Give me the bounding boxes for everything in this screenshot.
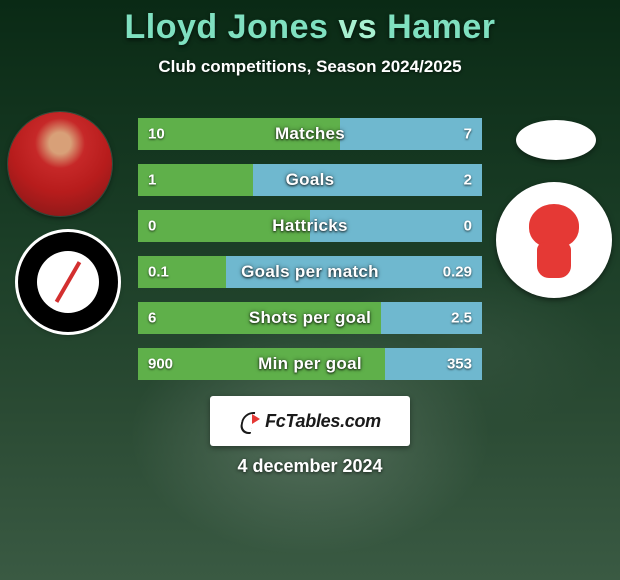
bar-segment-right [340,118,482,150]
bar-track [138,164,482,196]
stat-row: 0.10.29Goals per match [138,256,482,288]
bar-segment-right [385,348,482,380]
bar-segment-left [138,118,340,150]
date-text: 4 december 2024 [0,456,620,477]
page-title: Lloyd Jones vs Hamer [0,0,620,47]
bar-segment-right [310,210,482,242]
bar-track [138,210,482,242]
bar-segment-left [138,210,310,242]
charlton-badge-inner [37,251,99,313]
fctables-logo-icon [239,410,261,432]
bar-track [138,118,482,150]
bar-segment-right [253,164,482,196]
bar-segment-left [138,348,385,380]
subtitle: Club competitions, Season 2024/2025 [0,57,620,77]
comparison-card: Lloyd Jones vs Hamer Club competitions, … [0,0,620,580]
bar-segment-right [381,302,482,334]
stat-row: 62.5Shots per goal [138,302,482,334]
bar-track [138,348,482,380]
player2-name: Hamer [387,8,495,46]
player2-avatar [516,120,596,160]
stat-row: 00Hattricks [138,210,482,242]
branding-text: FcTables.com [265,411,381,432]
branding-badge: FcTables.com [210,396,410,446]
bar-segment-right [226,256,482,288]
stat-row: 107Matches [138,118,482,150]
bar-track [138,302,482,334]
player1-club-badge [18,232,118,332]
bar-track [138,256,482,288]
stat-row: 900353Min per goal [138,348,482,380]
bar-segment-left [138,256,226,288]
vs-text: vs [338,8,377,46]
bar-segment-left [138,302,381,334]
lincoln-imp-icon [519,200,589,280]
player2-club-badge [496,182,612,298]
stat-row: 12Goals [138,164,482,196]
bar-segment-left [138,164,253,196]
player1-avatar [8,112,112,216]
stats-bar-chart: 107Matches 12Goals 00Hattricks 0.10.29Goals… [138,118,482,394]
player1-name: Lloyd Jones [125,8,329,46]
